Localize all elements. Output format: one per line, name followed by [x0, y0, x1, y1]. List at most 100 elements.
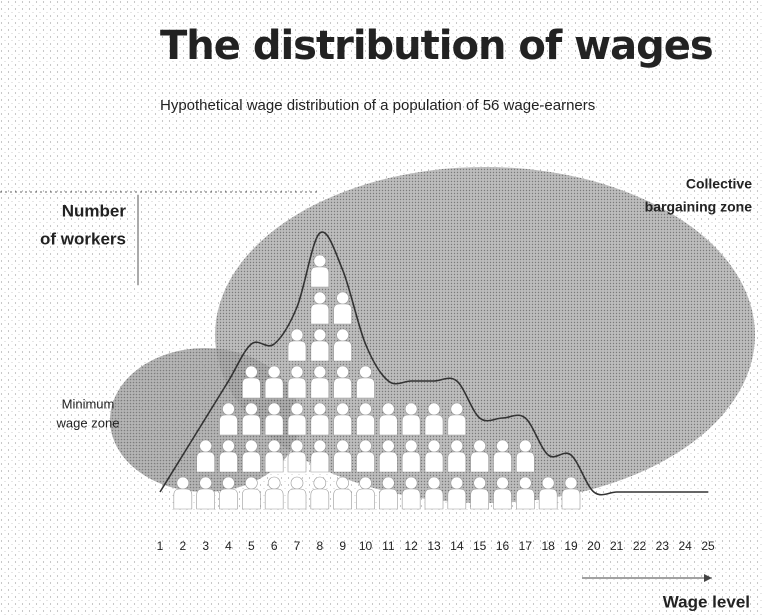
worker-body [402, 415, 420, 435]
x-tick-label: 25 [701, 539, 715, 553]
worker-head [360, 477, 372, 489]
worker-body [265, 378, 283, 398]
worker-head [451, 403, 463, 415]
worker-body [357, 452, 375, 472]
worker-body [220, 452, 238, 472]
x-tick-label: 3 [202, 539, 209, 553]
worker-head [200, 440, 212, 452]
icon-column [220, 403, 238, 509]
x-tick-label: 10 [359, 539, 373, 553]
chart-subtitle: Hypothetical wage distribution of a popu… [160, 97, 595, 114]
x-tick-label: 5 [248, 539, 255, 553]
worker-head [497, 477, 509, 489]
worker-body [334, 452, 352, 472]
x-tick-label: 6 [271, 539, 278, 553]
worker-head [542, 477, 554, 489]
worker-head [405, 477, 417, 489]
worker-head [428, 440, 440, 452]
worker-body [220, 415, 238, 435]
worker-body [265, 489, 283, 509]
y-axis-label: of workers [40, 229, 126, 248]
worker-head [314, 292, 326, 304]
x-tick-label: 18 [541, 539, 555, 553]
x-tick-label: 14 [450, 539, 464, 553]
worker-body [311, 341, 329, 361]
worker-body [471, 452, 489, 472]
x-tick-label: 16 [496, 539, 510, 553]
chart-title: The distribution of wages [160, 23, 713, 69]
worker-body [562, 489, 580, 509]
worker-head [382, 440, 394, 452]
x-tick-label: 13 [427, 539, 441, 553]
worker-head [245, 403, 257, 415]
worker-head [337, 329, 349, 341]
worker-head [428, 477, 440, 489]
x-tick-label: 1 [157, 539, 164, 553]
worker-head [314, 329, 326, 341]
worker-body [448, 452, 466, 472]
worker-head [314, 403, 326, 415]
x-tick-label: 8 [316, 539, 323, 553]
worker-body [265, 452, 283, 472]
worker-body [334, 378, 352, 398]
x-tick-label: 19 [564, 539, 578, 553]
worker-head [314, 255, 326, 267]
worker-head [382, 403, 394, 415]
worker-body [288, 378, 306, 398]
worker-body [311, 304, 329, 324]
x-tick-label: 17 [519, 539, 533, 553]
worker-body [425, 489, 443, 509]
worker-body [311, 452, 329, 472]
worker-head [337, 292, 349, 304]
worker-head [474, 440, 486, 452]
x-tick-label: 24 [678, 539, 692, 553]
worker-body [402, 489, 420, 509]
chart: The distribution of wages Hypothetical w… [0, 0, 762, 616]
worker-head [223, 477, 235, 489]
worker-body [311, 415, 329, 435]
worker-body [311, 489, 329, 509]
worker-head [519, 477, 531, 489]
worker-head [360, 403, 372, 415]
worker-body [334, 415, 352, 435]
worker-body [242, 415, 260, 435]
worker-body [425, 415, 443, 435]
worker-head [360, 366, 372, 378]
worker-body [334, 304, 352, 324]
worker-body [448, 489, 466, 509]
worker-body [402, 452, 420, 472]
worker-body [288, 415, 306, 435]
worker-head [291, 477, 303, 489]
worker-head [337, 440, 349, 452]
worker-head [405, 403, 417, 415]
worker-body [311, 378, 329, 398]
worker-body [334, 489, 352, 509]
x-tick-label: 11 [382, 539, 395, 553]
x-tick-label: 22 [633, 539, 647, 553]
worker-head [519, 440, 531, 452]
worker-head [291, 366, 303, 378]
worker-head [245, 366, 257, 378]
worker-body [197, 489, 215, 509]
worker-head [405, 440, 417, 452]
worker-body [357, 378, 375, 398]
worker-head [474, 477, 486, 489]
worker-body [357, 489, 375, 509]
worker-head [451, 440, 463, 452]
worker-head [337, 366, 349, 378]
worker-body [288, 489, 306, 509]
worker-body [242, 378, 260, 398]
worker-body [379, 415, 397, 435]
worker-body [242, 489, 260, 509]
worker-head [360, 440, 372, 452]
x-axis-label: Wage level [663, 592, 750, 611]
worker-body [288, 341, 306, 361]
worker-head [565, 477, 577, 489]
icon-column [379, 403, 397, 509]
icon-column [402, 403, 420, 509]
y-axis-label: Number [62, 201, 127, 220]
x-tick-label: 15 [473, 539, 487, 553]
x-tick-label: 12 [404, 539, 418, 553]
worker-body [311, 267, 329, 287]
x-tick-label: 21 [610, 539, 624, 553]
